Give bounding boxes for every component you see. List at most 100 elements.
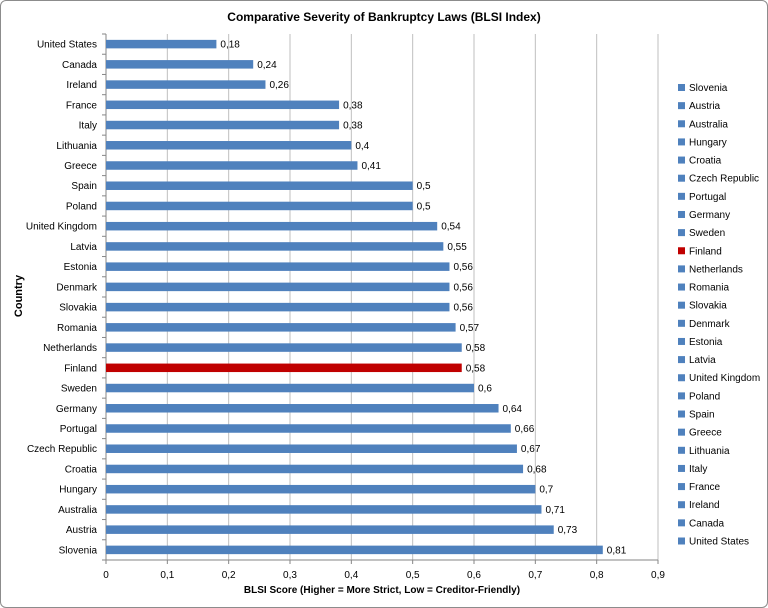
legend-swatch xyxy=(678,519,685,527)
category-label: Denmark xyxy=(56,282,98,293)
legend-swatch xyxy=(678,102,685,110)
legend-entry: Sweden xyxy=(689,228,725,239)
legend-swatch xyxy=(678,428,685,436)
data-label: 0,26 xyxy=(269,80,289,91)
bar xyxy=(106,201,413,211)
legend: Slovenia Austria Australia Hungary Croatia Cz… xyxy=(678,83,760,548)
x-tick-label: 0,5 xyxy=(406,570,420,581)
bar xyxy=(106,80,266,89)
x-tick-label: 0,8 xyxy=(590,570,604,581)
data-label: 0,4 xyxy=(355,141,369,152)
legend-entry: Lithuania xyxy=(689,446,730,457)
legend-swatch xyxy=(678,356,685,364)
legend-entry: France xyxy=(689,482,721,493)
bar xyxy=(106,505,542,514)
legend-entry: Latvia xyxy=(689,355,716,366)
legend-swatch xyxy=(678,120,685,128)
bar xyxy=(106,60,254,69)
data-label: 0,38 xyxy=(343,100,363,111)
bar xyxy=(106,323,456,332)
bar xyxy=(106,282,450,292)
legend-entry: United Kingdom xyxy=(689,373,760,384)
bar xyxy=(106,464,524,474)
legend-swatch xyxy=(678,337,685,345)
x-tick-label: 0,4 xyxy=(344,570,358,581)
x-tick-label: 0,6 xyxy=(467,570,481,581)
data-label: 0,5 xyxy=(417,181,431,192)
bar xyxy=(106,242,444,251)
category-label: Poland xyxy=(66,201,97,212)
data-label: 0,5 xyxy=(417,201,431,212)
y-axis-title: Country xyxy=(13,274,25,317)
data-label: 0,57 xyxy=(460,323,480,334)
bar xyxy=(106,383,474,393)
data-label: 0,38 xyxy=(343,121,363,132)
chart-title: Comparative Severity of Bankruptcy Laws … xyxy=(227,10,540,24)
category-label: Estonia xyxy=(64,262,98,273)
x-tick-label: 0 xyxy=(103,570,109,581)
legend-entry: Denmark xyxy=(689,319,731,330)
data-label: 0,67 xyxy=(521,444,541,455)
legend-entry: Poland xyxy=(689,391,720,402)
legend-entry: Romania xyxy=(689,283,729,294)
x-tick-label: 0,9 xyxy=(651,570,665,581)
bar xyxy=(106,100,340,110)
category-label: Latvia xyxy=(70,242,97,253)
legend-swatch xyxy=(678,84,685,91)
data-label: 0,54 xyxy=(441,222,461,233)
x-tick-label: 0,7 xyxy=(528,570,542,581)
legend-swatch xyxy=(678,283,685,291)
category-label: United States xyxy=(37,40,97,51)
data-labels: 0,18 0,24 0,26 0,38 0,38 0,4 0,41 0,5 0,5 0,54 0,5… xyxy=(220,40,626,557)
category-label: Spain xyxy=(71,181,97,192)
legend-swatch xyxy=(678,174,685,182)
category-label: Slovenia xyxy=(59,545,98,556)
legend-swatch xyxy=(678,210,685,218)
legend-swatch xyxy=(678,537,685,545)
data-label: 0,56 xyxy=(453,282,473,293)
legend-entry: Slovenia xyxy=(689,83,728,94)
data-label: 0,24 xyxy=(257,60,277,71)
data-label: 0,58 xyxy=(466,363,486,374)
legend-entry: Estonia xyxy=(689,337,723,348)
bar xyxy=(106,343,462,352)
bar xyxy=(106,444,517,453)
x-tick-label: 0,1 xyxy=(160,570,174,581)
legend-entry: Czech Republic xyxy=(689,174,759,185)
category-label: Greece xyxy=(64,161,97,172)
category-label: Croatia xyxy=(65,464,98,475)
category-labels: United States Canada Ireland France Italy Lit… xyxy=(26,40,98,557)
gridlines xyxy=(102,33,659,564)
category-label: France xyxy=(66,100,98,111)
legend-entry: Croatia xyxy=(689,156,722,167)
category-label: Lithuania xyxy=(56,141,97,152)
legend-entry: Ireland xyxy=(689,500,720,511)
data-label: 0,56 xyxy=(453,303,473,314)
x-axis-title: BLSI Score (Higher = More Strict, Low = … xyxy=(244,585,520,596)
data-label: 0,68 xyxy=(527,464,547,475)
data-label: 0,81 xyxy=(607,545,627,556)
legend-entry: Spain xyxy=(689,410,715,421)
bar xyxy=(106,525,554,534)
legend-swatch xyxy=(678,410,685,418)
category-label: Italy xyxy=(79,121,97,132)
category-label: Canada xyxy=(62,60,97,71)
legend-swatch xyxy=(678,319,685,327)
data-label: 0,7 xyxy=(539,485,553,496)
x-tick-labels: 0 0,1 0,2 0,3 0,4 0,5 0,6 0,7 0,8 0,9 xyxy=(103,570,665,581)
category-label: Australia xyxy=(58,505,97,516)
legend-entry: Italy xyxy=(689,464,707,475)
legend-swatch xyxy=(678,229,685,237)
category-label: Sweden xyxy=(61,384,97,395)
bar xyxy=(106,39,217,49)
legend-entry: Netherlands xyxy=(689,264,743,275)
category-label: United Kingdom xyxy=(26,222,97,233)
data-label: 0,58 xyxy=(466,343,486,354)
x-tick-label: 0,3 xyxy=(283,570,297,581)
data-label: 0,6 xyxy=(478,384,492,395)
bar xyxy=(106,545,603,555)
category-label: Germany xyxy=(56,404,97,415)
legend-swatch xyxy=(678,247,685,255)
legend-swatch xyxy=(678,483,685,491)
